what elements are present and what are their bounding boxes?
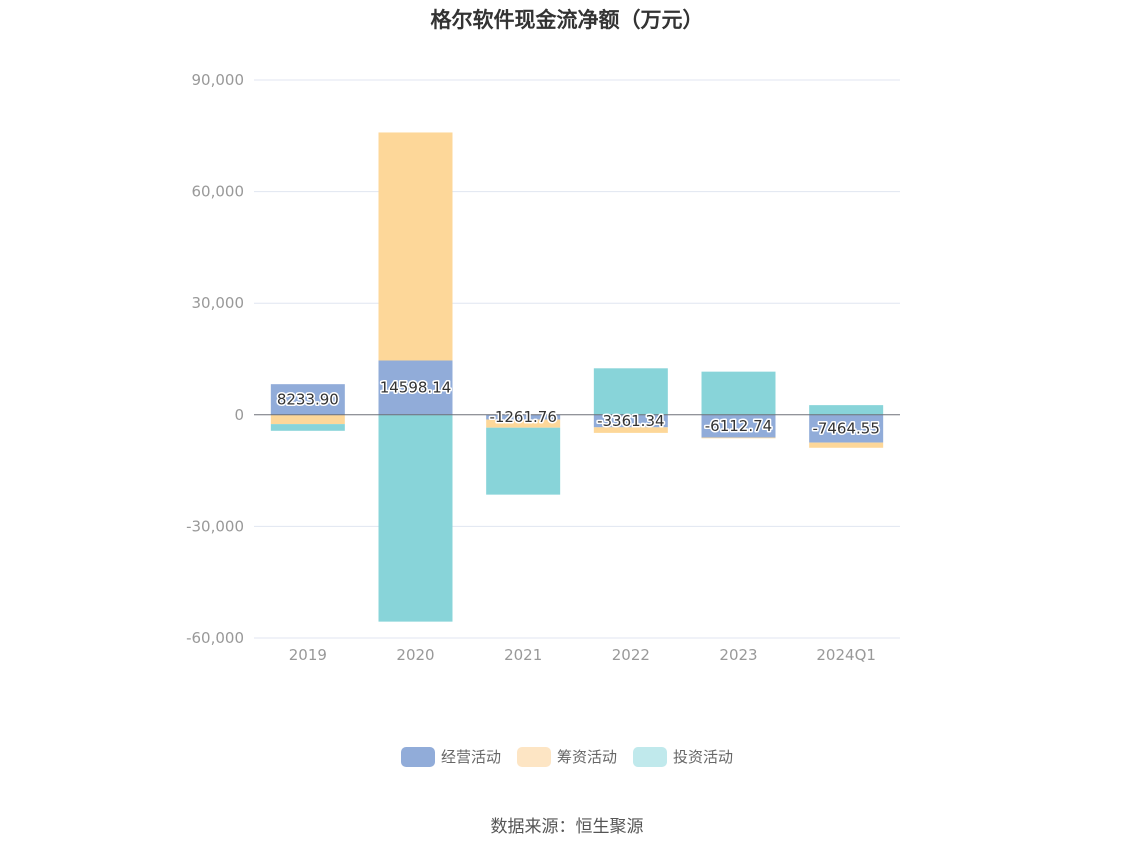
legend-swatch-investing (633, 746, 667, 767)
bar-2022-series-0[interactable] (593, 414, 668, 428)
legend-swatch-financing (516, 746, 551, 767)
bar-2019-series-2[interactable] (270, 424, 345, 431)
bar-2021-series-2[interactable] (486, 427, 561, 495)
data-label-2020: 14598.14 (380, 379, 452, 397)
x-tick-label: 2023 (719, 646, 757, 664)
bar-2021-series-0[interactable] (486, 414, 561, 420)
bar-2020-series-2[interactable] (378, 414, 453, 622)
legend-item-operating[interactable]: 经营活动 (400, 746, 501, 767)
legend-label-financing: 筹资活动 (556, 748, 617, 766)
bar-2023-series-2[interactable] (701, 371, 776, 415)
x-tick-label: 2022 (612, 646, 650, 664)
data-label-2019: 8233.90 (277, 390, 339, 408)
data-labels: 8233.90 14598.14 -1261.76 -3361.34 -6112.74 -… (275, 377, 881, 439)
legend-label-operating: 经营活动 (440, 748, 501, 766)
bar-2019-series-0[interactable] (270, 384, 345, 415)
x-tick-label: 2019 (289, 646, 327, 664)
data-label-2024Q1: -7464.55 (812, 420, 879, 438)
data-label-2021: -1261.76 (489, 408, 556, 426)
legend: 经营活动 筹资活动 投资活动 (0, 746, 1134, 767)
x-tick-label: 2021 (504, 646, 542, 664)
legend-item-financing[interactable]: 筹资活动 (516, 746, 617, 767)
y-tick-label: 30,000 (192, 294, 245, 312)
y-tick-label: -60,000 (186, 629, 244, 647)
y-tick-label: -30,000 (186, 517, 244, 535)
y-tick-label: 90,000 (192, 71, 245, 89)
legend-swatch-operating (400, 746, 435, 767)
data-label-2023: -6112.74 (705, 417, 772, 435)
bar-2023-series-1[interactable] (701, 437, 776, 439)
x-tick-label: 2020 (396, 646, 434, 664)
x-tick-label: 2024Q1 (816, 646, 876, 664)
data-source: 数据来源：恒生聚源 (490, 817, 644, 837)
bar-2020-series-0[interactable] (378, 360, 453, 415)
bar-2024Q1-series-1[interactable] (809, 442, 884, 448)
bar-2024Q1-series-2[interactable] (809, 405, 884, 415)
data-label-2022: -3361.34 (597, 412, 664, 430)
y-tick-label: 60,000 (192, 183, 245, 201)
bar-2022-series-2[interactable] (593, 368, 668, 415)
legend-item-investing[interactable]: 投资活动 (633, 746, 733, 767)
bar-2019-series-1[interactable] (270, 414, 345, 425)
bar-2024Q1-series-0[interactable] (809, 414, 884, 443)
grid-lines (254, 79, 900, 639)
bar-2021-series-1[interactable] (486, 419, 561, 428)
chart-title: 格尔软件现金流净额（万元） (430, 8, 704, 32)
bar-2020-series-1[interactable] (378, 132, 453, 361)
bar-2022-series-1[interactable] (593, 427, 668, 433)
bar-2023-series-0[interactable] (701, 414, 776, 438)
y-tick-label: 0 (234, 406, 244, 424)
axes: 90,000 60,000 30,000 0 -30,000 -60,000 2019 202… (186, 71, 900, 664)
legend-label-investing: 投资活动 (673, 748, 734, 766)
bars (270, 132, 884, 622)
chart-plot: 90,000 60,000 30,000 0 -30,000 -60,000 2019 202… (186, 71, 900, 664)
